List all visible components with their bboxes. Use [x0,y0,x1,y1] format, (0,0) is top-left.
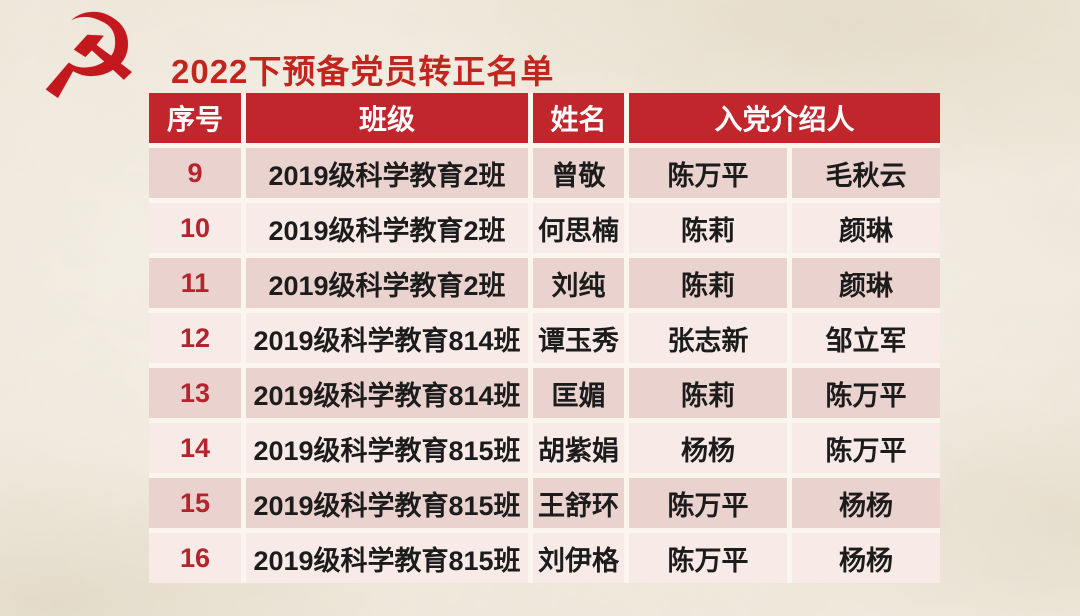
cell-introducer-2: 陈万平 [792,368,940,418]
col-header-name: 姓名 [533,93,624,143]
cell-introducer-1: 陈万平 [629,478,787,528]
party-emblem-icon: ☭ [36,0,142,126]
cell-name: 王舒环 [533,478,624,528]
cell-introducer-1: 陈万平 [629,148,787,198]
cell-introducer-1: 陈莉 [629,203,787,253]
col-header-introducers: 入党介绍人 [629,93,940,143]
cell-introducer-1: 杨杨 [629,423,787,473]
cell-class: 2019级科学教育815班 [246,423,528,473]
cell-introducer-2: 邹立军 [792,313,940,363]
cell-class: 2019级科学教育814班 [246,313,528,363]
cell-number: 9 [149,148,241,198]
roster-table: 序号 班级 姓名 入党介绍人 9 2019级科学教育2班 曾敬 陈万平 毛秋云 … [149,93,940,583]
cell-class: 2019级科学教育815班 [246,478,528,528]
cell-class: 2019级科学教育2班 [246,258,528,308]
cell-number: 11 [149,258,241,308]
cell-introducer-2: 陈万平 [792,423,940,473]
cell-introducer-2: 杨杨 [792,533,940,583]
cell-class: 2019级科学教育2班 [246,203,528,253]
cell-number: 10 [149,203,241,253]
cell-introducer-1: 陈万平 [629,533,787,583]
cell-name: 谭玉秀 [533,313,624,363]
cell-name: 刘伊格 [533,533,624,583]
cell-class: 2019级科学教育814班 [246,368,528,418]
cell-number: 13 [149,368,241,418]
cell-introducer-2: 毛秋云 [792,148,940,198]
cell-introducer-2: 杨杨 [792,478,940,528]
col-header-class: 班级 [246,93,528,143]
cell-name: 胡紫娟 [533,423,624,473]
cell-number: 14 [149,423,241,473]
cell-number: 15 [149,478,241,528]
cell-introducer-2: 颜琳 [792,258,940,308]
cell-name: 曾敬 [533,148,624,198]
cell-number: 12 [149,313,241,363]
cell-introducer-1: 陈莉 [629,368,787,418]
cell-number: 16 [149,533,241,583]
cell-introducer-1: 张志新 [629,313,787,363]
cell-introducer-2: 颜琳 [792,203,940,253]
cell-name: 匡媚 [533,368,624,418]
col-header-number: 序号 [149,93,241,143]
cell-introducer-1: 陈莉 [629,258,787,308]
cell-class: 2019级科学教育815班 [246,533,528,583]
cell-class: 2019级科学教育2班 [246,148,528,198]
cell-name: 何思楠 [533,203,624,253]
slide-title: 2022下预备党员转正名单 [171,53,555,90]
cell-name: 刘纯 [533,258,624,308]
